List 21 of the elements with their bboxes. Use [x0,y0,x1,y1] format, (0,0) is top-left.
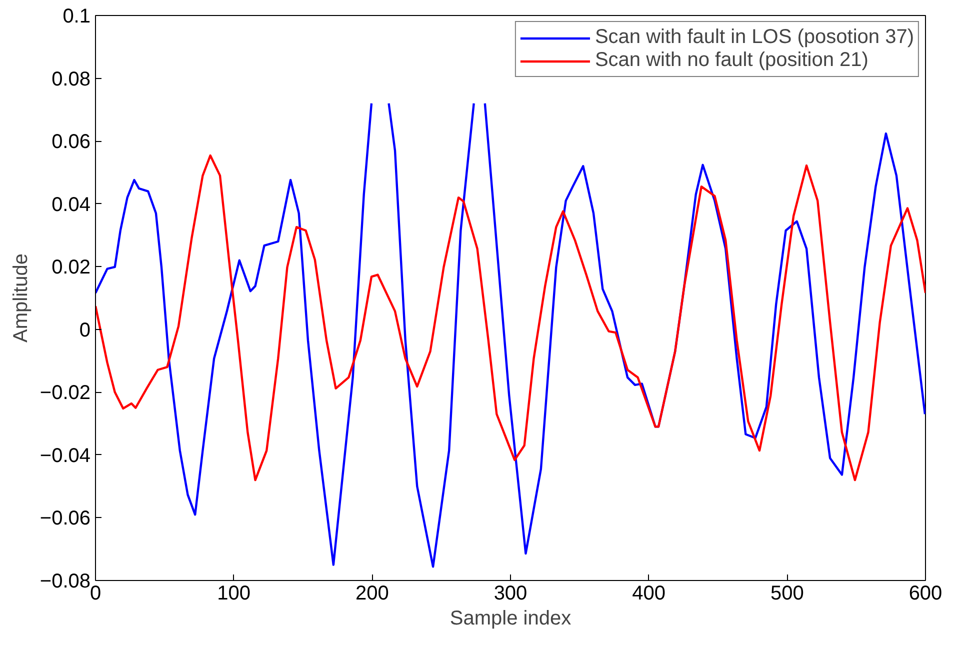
y-tick-label: 0 [79,319,90,342]
y-tick-label: −0.02 [40,382,91,404]
legend-label: Scan with fault in LOS (posotion 37) [594,26,914,49]
y-tick-label: 0.08 [52,68,91,90]
y-tick-label: 0.06 [52,131,91,154]
x-tick-label: 400 [632,582,666,604]
line-series [96,154,926,482]
y-tick-label: −0.06 [40,508,91,530]
y-tick-label: 0.02 [52,256,91,279]
y-tick-label: −0.04 [40,444,91,467]
x-tick-label: 300 [494,582,528,604]
y-tick-label: −0.08 [40,570,91,592]
x-axis-title: Sample index [450,608,572,630]
x-tick-label: 600 [908,582,942,604]
x-tick-label: 100 [217,582,251,604]
legend-label: Scan with no fault (position 21) [594,49,868,72]
x-tick-label: 200 [355,582,389,604]
y-axis-title: Amplitude [10,254,32,342]
y-tick-label: 0.1 [62,6,91,28]
y-tick-label: 0.04 [52,194,91,216]
x-tick-label: 500 [770,582,804,604]
